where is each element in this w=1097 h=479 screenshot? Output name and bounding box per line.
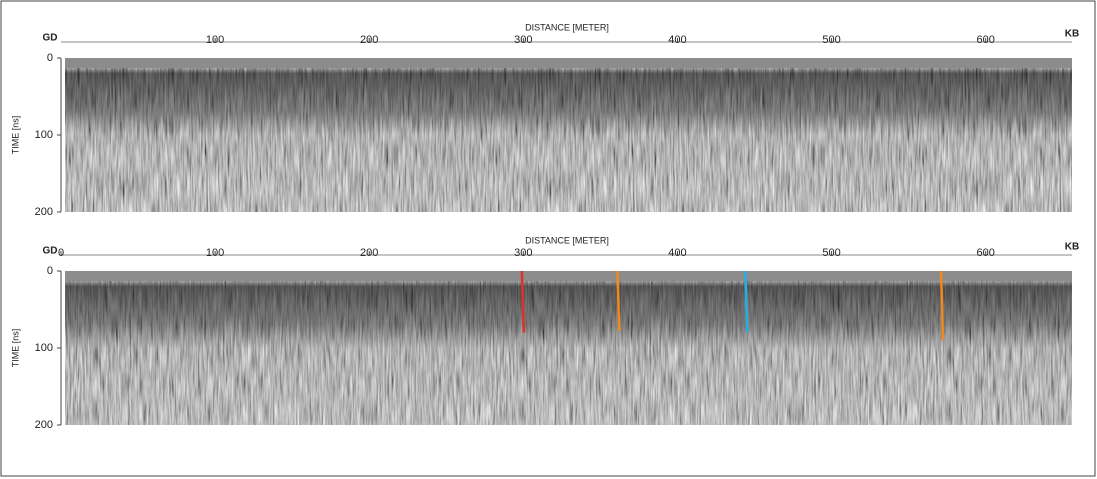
x-tick-label: 600 (977, 247, 995, 259)
x-tick-label: 600 (977, 34, 995, 46)
x-tick-label: 200 (360, 247, 378, 259)
x-tick-label: 300 (514, 247, 532, 259)
air-layer (65, 271, 1072, 281)
marker-line (744, 270, 749, 333)
x-tick-label: 500 (822, 247, 840, 259)
x-tick-label: 300 (514, 34, 532, 46)
marker-line (939, 270, 945, 341)
x-tick-label: 0 (58, 247, 64, 259)
radargram-band (65, 58, 1072, 212)
x-tick-label: 500 (822, 34, 840, 46)
x-axis-title: DISTANCE [METER] (525, 22, 609, 32)
x-axis-title: DISTANCE [METER] (525, 235, 609, 245)
y-tick-label: 200 (35, 206, 53, 218)
x-tick-label: 100 (206, 34, 224, 46)
x-tick-label: 100 (206, 247, 224, 259)
right-label: KB (1065, 242, 1079, 253)
y-tick-label: 0 (47, 265, 53, 277)
radargram-band (65, 271, 1072, 425)
y-tick-label: 0 (47, 52, 53, 64)
marker-line (616, 270, 621, 332)
y-axis-title: TIME [ns] (10, 116, 20, 155)
left-label: GD (43, 246, 58, 257)
right-label: KB (1065, 29, 1079, 40)
marker-line (520, 270, 526, 333)
y-tick-label: 100 (35, 342, 53, 354)
y-tick-label: 100 (35, 129, 53, 141)
y-axis-title: TIME [ns] (10, 329, 20, 368)
x-tick-label: 400 (668, 247, 686, 259)
x-tick-label: 400 (668, 34, 686, 46)
left-label: GD (43, 33, 58, 44)
x-tick-label: 200 (360, 34, 378, 46)
y-tick-label: 200 (35, 419, 53, 431)
air-layer (65, 58, 1072, 68)
